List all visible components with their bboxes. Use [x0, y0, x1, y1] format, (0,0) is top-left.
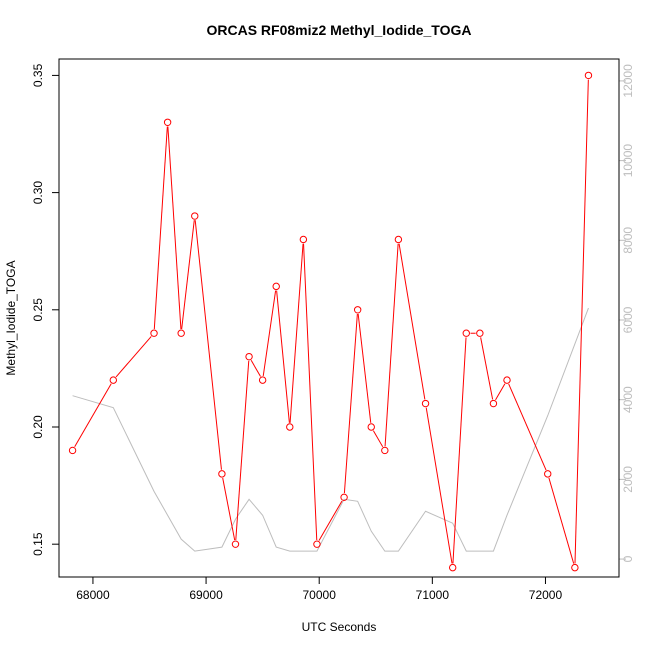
primary-series-point [381, 446, 389, 455]
primary-series-segment [181, 220, 195, 330]
primary-series-point [476, 329, 484, 337]
y-axis-left: 0.15 0.20 0.25 0.30 0.35 [31, 63, 59, 556]
y2-tick-label: 8000 [621, 227, 635, 254]
primary-series-point [544, 470, 552, 478]
y2-tick-label: 12000 [621, 64, 635, 98]
primary-series-segment [508, 383, 547, 471]
primary-series-segment [343, 313, 358, 494]
primary-series-segment [167, 126, 182, 330]
primary-series-point [191, 212, 199, 220]
y2-tick-label: 6000 [621, 306, 635, 333]
x-tick-label: 69000 [189, 588, 223, 602]
primary-series-point [177, 329, 185, 337]
primary-series-point [218, 470, 226, 478]
primary-series-segment [115, 336, 152, 378]
primary-series-point [367, 423, 375, 431]
primary-series-segment [398, 243, 426, 400]
primary-series-segment [357, 313, 372, 423]
primary-series-point [353, 306, 362, 314]
primary-series-point [245, 352, 253, 361]
x-axis-label: UTC Seconds [302, 620, 377, 634]
y2-tick-label: 2000 [621, 466, 635, 493]
primary-series-point [584, 71, 593, 80]
plot-area [68, 71, 593, 572]
x-tick-label: 72000 [529, 588, 563, 602]
primary-series-segment [222, 477, 236, 541]
y2-tick-label: 10000 [621, 144, 635, 178]
primary-series-segment [303, 243, 318, 541]
primary-series-segment [276, 290, 290, 423]
primary-series-point [394, 235, 403, 244]
y2-tick-label: 0 [621, 555, 635, 562]
primary-series-point [286, 423, 294, 431]
x-tick-label: 71000 [416, 588, 450, 602]
primary-series-segment [372, 430, 384, 448]
primary-series-segment [574, 79, 589, 564]
y-tick-label: 0.30 [31, 181, 45, 205]
primary-series-segment [235, 360, 250, 541]
primary-series-point [313, 540, 321, 548]
primary-series-segment [250, 360, 261, 377]
x-tick-label: 70000 [303, 588, 337, 602]
primary-series-segment [194, 220, 222, 470]
primary-series-segment [495, 383, 506, 401]
primary-series-segment [384, 243, 399, 447]
primary-series-point [150, 329, 158, 337]
primary-series-segment [548, 477, 575, 564]
primary-series-segment [289, 243, 304, 423]
primary-series-point [340, 493, 348, 502]
primary-series-segment [480, 337, 494, 400]
primary-series-point [258, 376, 267, 384]
y2-tick-label: 4000 [621, 386, 635, 413]
y-axis-label: Methyl_Iodide_TOGA [4, 260, 18, 375]
primary-series-point [448, 563, 457, 572]
primary-series-point [489, 399, 498, 408]
primary-series-point [231, 540, 240, 548]
chart-title: ORCAS RF08miz2 Methyl_Iodide_TOGA [206, 22, 471, 38]
x-axis: 68000 69000 70000 71000 72000 [76, 577, 562, 602]
primary-series-point [272, 282, 280, 291]
primary-series-segment [74, 383, 112, 448]
primary-series-segment [318, 500, 343, 541]
primary-series-point [299, 235, 308, 244]
primary-series-point [503, 376, 511, 384]
primary-series-segment [262, 290, 277, 377]
y-tick-label: 0.20 [31, 415, 45, 439]
x-tick-label: 68000 [76, 588, 110, 602]
primary-series-point [462, 329, 470, 337]
primary-series-segment [153, 126, 168, 330]
primary-series-point [109, 376, 118, 384]
primary-series-point [163, 118, 172, 126]
plot-frame [58, 58, 620, 578]
secondary-series-line [72, 307, 589, 552]
y-tick-label: 0.35 [31, 63, 45, 87]
y-tick-label: 0.25 [31, 298, 45, 322]
y-axis-right: 0 2000 4000 6000 8000 10000 12000 [619, 64, 635, 562]
y-tick-label: 0.15 [31, 532, 45, 556]
primary-series-segment [452, 337, 467, 564]
primary-series-point [421, 399, 430, 408]
primary-series-segment [425, 407, 453, 564]
primary-series-point [571, 563, 579, 572]
primary-series-point [68, 446, 77, 455]
